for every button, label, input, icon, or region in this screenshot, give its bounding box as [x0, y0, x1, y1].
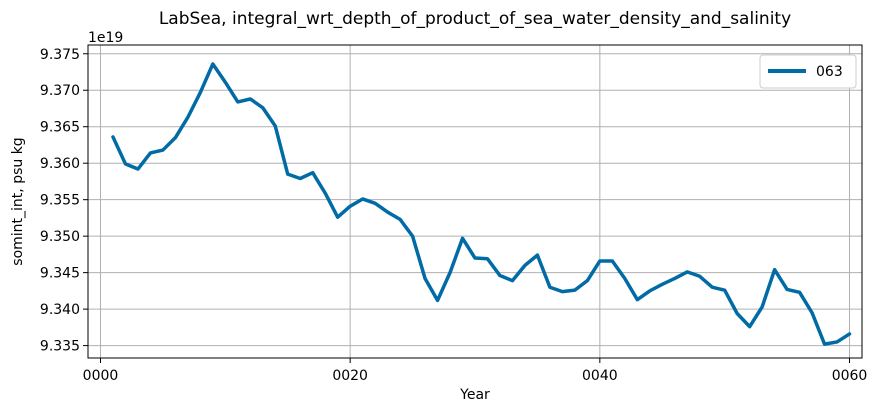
y-tick-label: 9.345 [40, 266, 80, 282]
y-tick-label: 9.370 [40, 83, 80, 99]
y-tick-label: 9.360 [40, 156, 80, 172]
series-layer [111, 62, 852, 346]
ticks-layer: 0000 0020 0040 0060 9.335 9.340 9.345 9.350 9.35… [40, 47, 867, 384]
x-tick-label: 0020 [332, 368, 368, 384]
y-tick-label: 9.340 [40, 302, 80, 318]
legend-box [759, 54, 857, 89]
legend-label-063: 063 [816, 64, 843, 80]
y-axis-label: somint_int, psu kg [10, 137, 26, 265]
legend: 063 [759, 54, 857, 89]
y-tick-label: 9.355 [40, 193, 80, 209]
x-tick-label: 0000 [83, 368, 119, 384]
plot-frame [87, 44, 863, 359]
chart-title: LabSea, integral_wrt_depth_of_product_of… [159, 9, 791, 29]
y-tick-label: 9.365 [40, 120, 80, 136]
y-offset-text: 1e19 [88, 30, 123, 46]
x-tick-label: 0040 [582, 368, 618, 384]
x-tick-label: 0060 [832, 368, 868, 384]
y-tick-label: 9.350 [40, 229, 80, 245]
grid-layer [88, 45, 862, 358]
y-tick-label: 9.375 [40, 47, 80, 63]
x-axis-label: Year [459, 387, 490, 403]
series-line-063 [111, 62, 852, 346]
y-tick-label: 9.335 [40, 339, 80, 355]
